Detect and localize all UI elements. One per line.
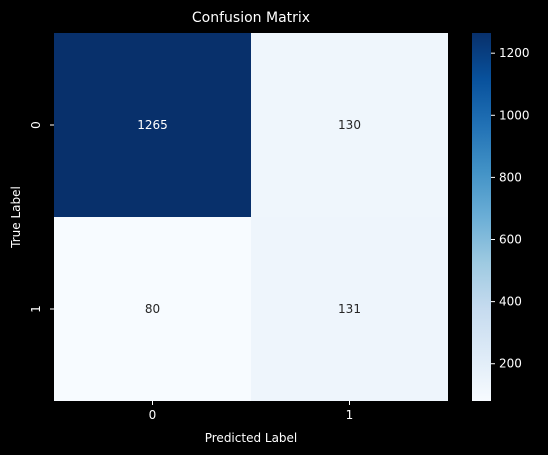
colorbar-tick-label: 1200	[499, 46, 530, 60]
colorbar-tick-label: 1000	[499, 108, 530, 122]
colorbar-ticks: 200 400 600 800 1000 1200	[491, 46, 530, 371]
y-tick-label: 0	[29, 121, 43, 129]
heatmap-cell	[54, 33, 251, 217]
x-tick-label: 1	[346, 408, 354, 422]
x-tick-label: 0	[149, 408, 157, 422]
colorbar-tick-label: 600	[499, 233, 522, 247]
y-axis-label: True Label	[9, 186, 23, 249]
heatmap-cells	[54, 33, 448, 401]
heatmap-cell	[251, 217, 448, 401]
y-axis-ticks: 01	[29, 121, 54, 313]
cell-value-label: 131	[338, 302, 361, 316]
colorbar	[472, 33, 491, 401]
colorbar-tick-label: 400	[499, 295, 522, 309]
y-tick-label: 1	[29, 305, 43, 313]
cell-value-label: 80	[145, 302, 160, 316]
heatmap-cell	[251, 33, 448, 217]
heatmap-cell-labels: 1265 130 80 131	[137, 118, 361, 316]
cell-value-label: 130	[338, 118, 361, 132]
heatmap-cell	[54, 217, 251, 401]
colorbar-tick-label: 200	[499, 357, 522, 371]
x-axis-label: Predicted Label	[205, 431, 298, 445]
chart-title: Confusion Matrix	[192, 10, 310, 26]
colorbar-tick-label: 800	[499, 170, 522, 184]
cell-value-label: 1265	[137, 118, 168, 132]
